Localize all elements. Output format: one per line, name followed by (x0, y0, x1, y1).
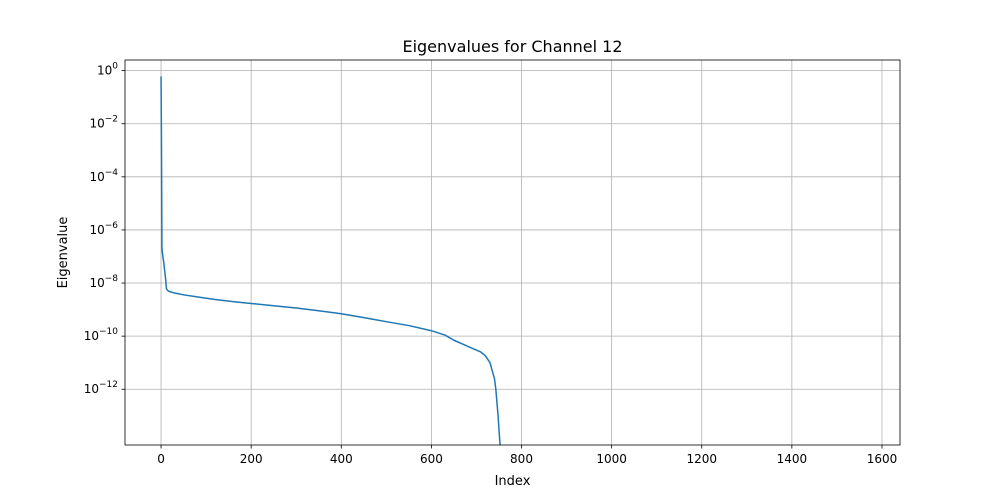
series-line (160, 76, 501, 445)
series-layer (160, 76, 501, 445)
x-axis-ticks: 0 200 400 600 800 1000 1200 1400 1600 (157, 445, 897, 466)
x-tick-label: 400 (330, 452, 353, 466)
x-tick-label: 800 (510, 452, 533, 466)
y-axis-ticks: 100 10−2 10−4 10−6 10−8 10−10 10−12 (84, 62, 125, 396)
x-tick-label: 1200 (686, 452, 717, 466)
x-tick-label: 1400 (777, 452, 808, 466)
grid-lines (125, 60, 900, 445)
x-tick-label: 1600 (867, 452, 898, 466)
chart-title: Eigenvalues for Channel 12 (402, 37, 622, 56)
y-tick-label: 10−4 (89, 168, 118, 184)
x-axis-label: Index (495, 474, 531, 489)
y-tick-label: 10−6 (89, 221, 118, 237)
x-tick-label: 0 (157, 452, 165, 466)
y-tick-label: 10−10 (84, 327, 119, 343)
y-tick-label: 100 (97, 62, 118, 78)
plot-background (125, 60, 900, 445)
y-axis-label: Eigenvalue (56, 217, 71, 289)
x-tick-label: 1000 (596, 452, 627, 466)
y-tick-label: 10−12 (84, 380, 118, 396)
x-tick-label: 600 (420, 452, 443, 466)
plot-frame (124, 59, 901, 446)
y-tick-label: 10−2 (89, 115, 118, 131)
y-tick-label: 10−8 (89, 274, 118, 290)
x-tick-label: 200 (240, 452, 263, 466)
